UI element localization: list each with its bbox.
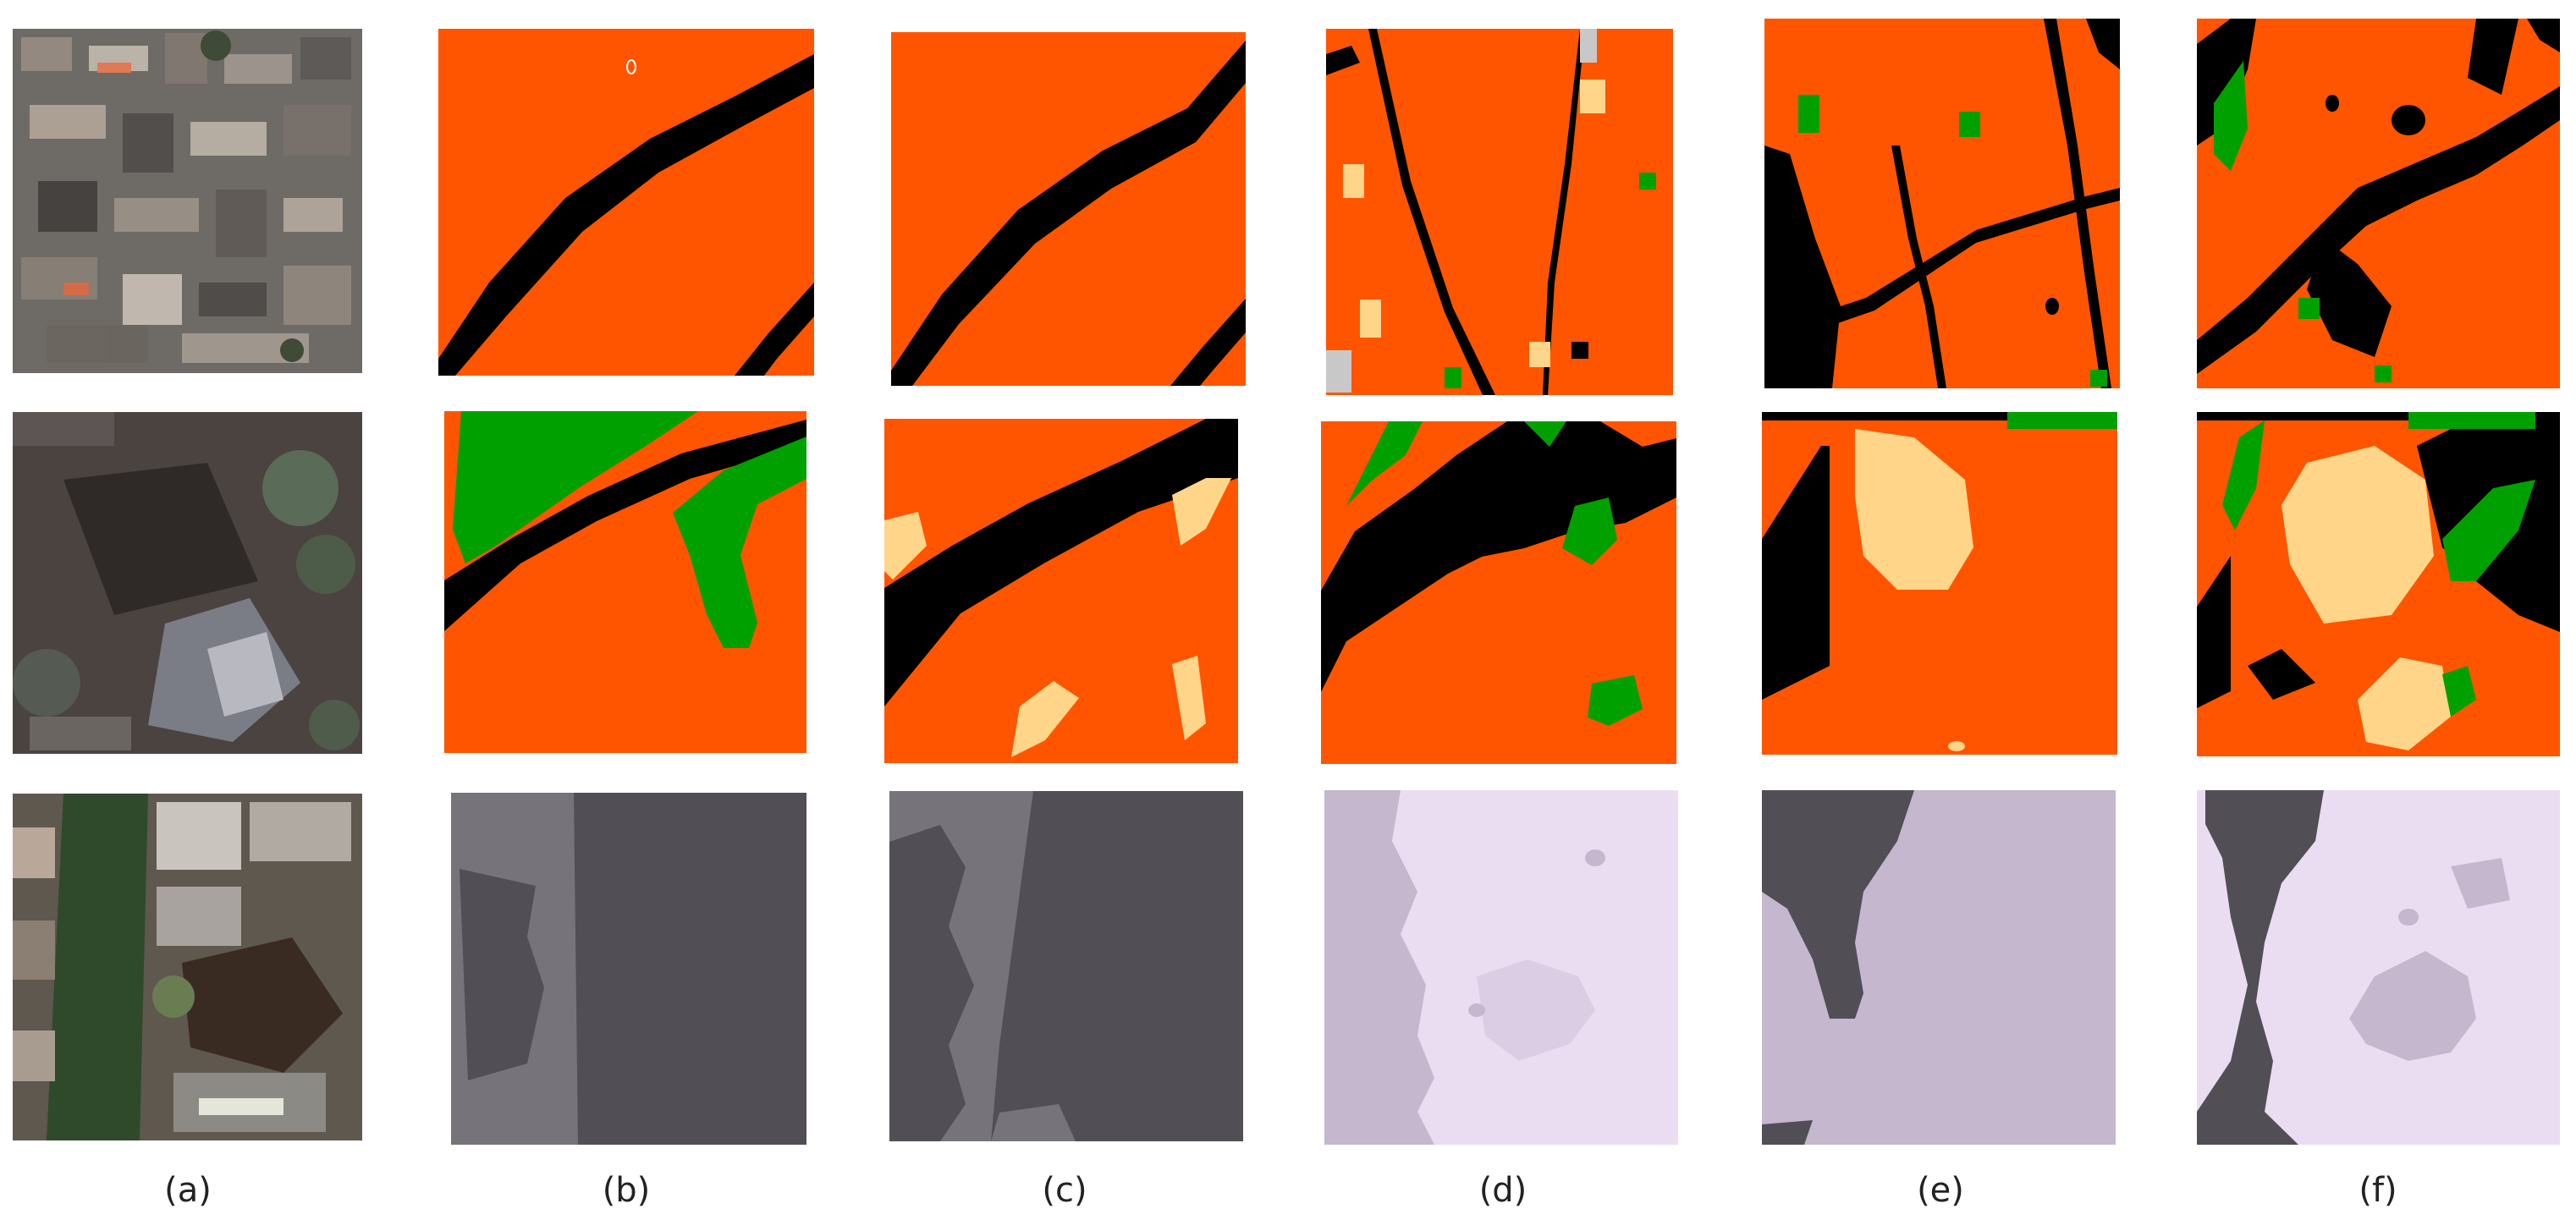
photo-r3 xyxy=(13,794,362,1140)
column-label-a: (a) xyxy=(164,1171,212,1210)
column-label-b: (b) xyxy=(602,1171,651,1210)
segmentation-map-b-r1 xyxy=(438,29,814,376)
column-label-f: (f) xyxy=(2359,1171,2397,1210)
column-label-e: (e) xyxy=(1917,1171,1964,1210)
photo-r2 xyxy=(13,412,362,754)
region-map-d-r3 xyxy=(1324,790,1678,1145)
region-map-b-r3 xyxy=(451,793,806,1145)
column-label-c: (c) xyxy=(1042,1171,1087,1210)
segmentation-map-e-r2 xyxy=(1762,412,2117,755)
photo-r1 xyxy=(13,29,362,373)
segmentation-map-d-r2 xyxy=(1321,421,1676,764)
segmentation-map-c-r1 xyxy=(891,32,1246,386)
segmentation-map-d-r1 xyxy=(1326,29,1673,395)
segmentation-map-f-r1 xyxy=(2197,19,2560,388)
column-label-d: (d) xyxy=(1478,1171,1527,1210)
region-map-c-r3 xyxy=(889,791,1243,1141)
region-map-f-r3 xyxy=(2197,790,2560,1145)
segmentation-map-e-r1 xyxy=(1764,19,2120,388)
segmentation-map-c-r2 xyxy=(884,419,1238,763)
segmentation-map-b-r2 xyxy=(444,411,806,753)
region-map-e-r3 xyxy=(1762,790,2116,1145)
segmentation-map-f-r2 xyxy=(2197,412,2560,756)
